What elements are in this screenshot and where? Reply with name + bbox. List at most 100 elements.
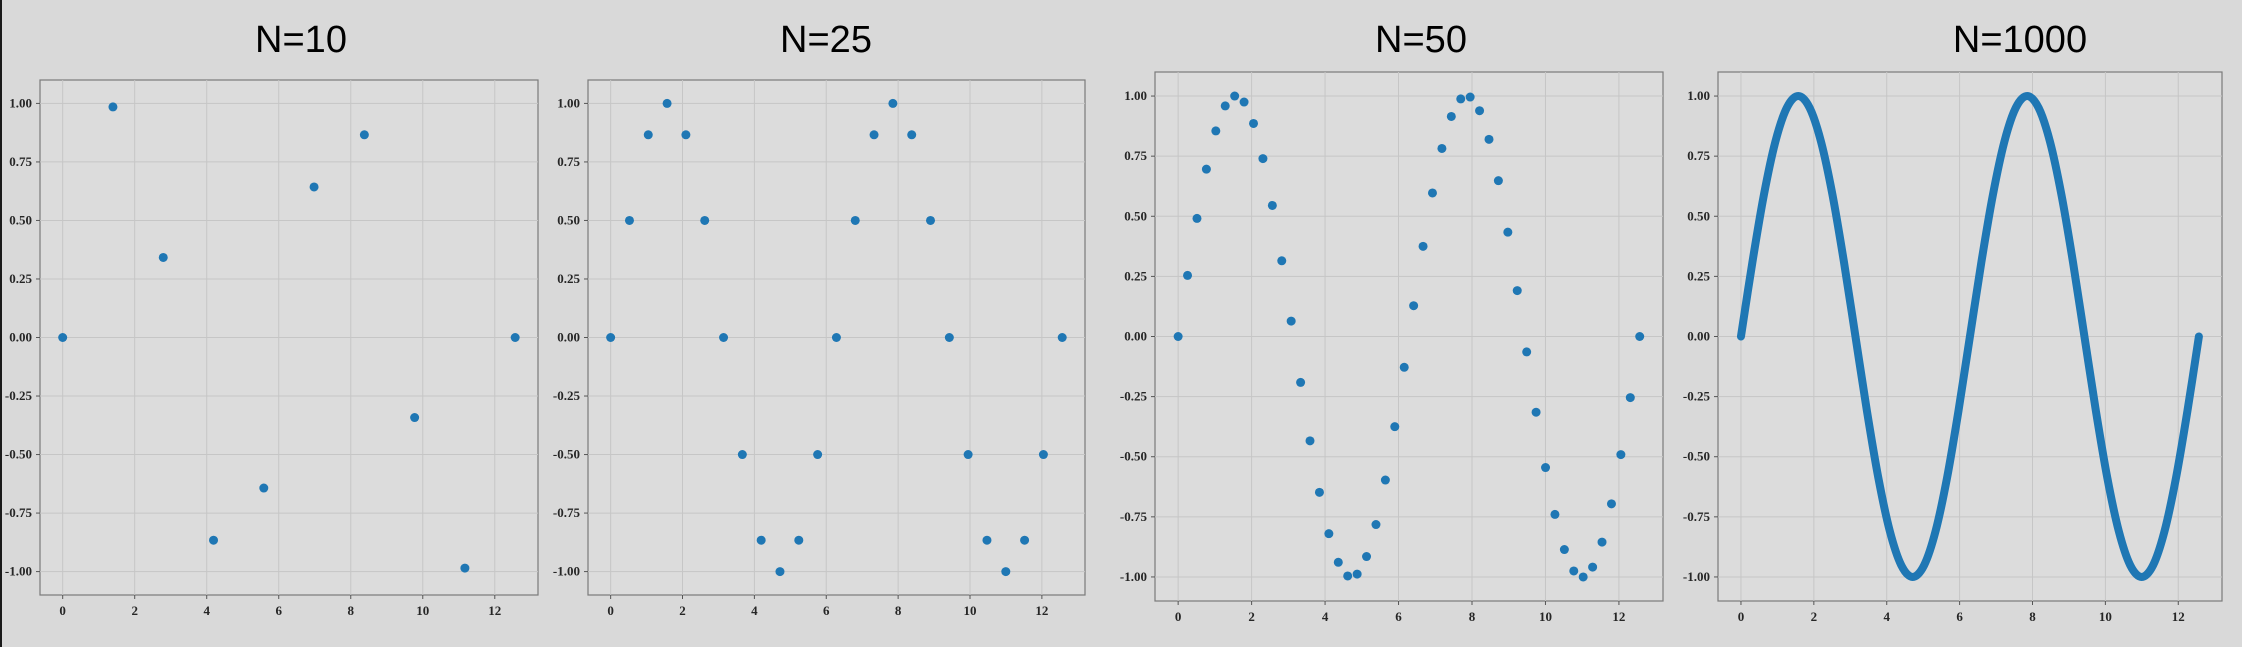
data-point [737, 450, 747, 460]
x-tick-label: 10 [2099, 609, 2112, 624]
data-point [1362, 552, 1372, 562]
data-point [1352, 569, 1362, 579]
data-point [1578, 572, 1588, 582]
data-point [794, 535, 804, 545]
y-tick-label: -0.50 [5, 447, 32, 462]
data-point [1512, 286, 1522, 296]
x-tick-label: 10 [1539, 609, 1552, 624]
data-point [1427, 188, 1437, 198]
y-tick-label: -1.00 [5, 564, 32, 579]
y-tick-label: 0.00 [9, 330, 32, 345]
data-point [1333, 557, 1343, 567]
data-point [1531, 407, 1541, 417]
data-point [963, 450, 973, 460]
data-point [1559, 545, 1569, 555]
data-point [907, 130, 917, 140]
data-point [700, 215, 710, 225]
x-tick-label: 4 [1883, 609, 1890, 624]
y-tick-label: -0.75 [1120, 509, 1148, 524]
y-tick-label: 0.00 [1124, 329, 1147, 344]
data-point [1286, 316, 1296, 326]
data-point [1173, 332, 1183, 341]
data-point [831, 333, 841, 342]
series-line [1736, 92, 2203, 581]
data-point [1465, 92, 1475, 102]
panel-4: N=1000 0 2 4 6 8 10 12 -1.00 -0.75 -0.50 -0.25 0.00 0… [1683, 19, 2223, 624]
x-tick-label: 8 [348, 603, 355, 618]
data-point [1616, 450, 1626, 460]
y-tick-label: 1.00 [9, 95, 32, 110]
x-tick-label: 8 [895, 603, 902, 618]
data-point [1201, 164, 1211, 174]
y-tick-label: -0.50 [1120, 449, 1147, 464]
y-tick-label: -0.75 [5, 505, 33, 520]
y-tick-label: 0.50 [557, 212, 580, 227]
data-point [1409, 301, 1419, 311]
data-point [1258, 154, 1268, 164]
panel-title: N=10 [255, 19, 347, 61]
y-tick-label: -0.75 [553, 505, 581, 520]
data-point [944, 333, 954, 342]
panel-3: N=50 0 2 4 6 8 10 12 -1.00 -0.75 -0.50 -0.25 0.00 0.2… [1120, 19, 1664, 624]
data-point [606, 333, 616, 342]
x-tick-label: 12 [2172, 609, 2185, 624]
y-tick-label: 0.00 [1687, 329, 1710, 344]
data-point [662, 98, 672, 108]
y-tick-label: 0.75 [1687, 148, 1710, 163]
x-tick-label: 4 [751, 603, 758, 618]
x-tick-label: 6 [823, 603, 830, 618]
x-tick-label: 4 [1322, 609, 1329, 624]
x-tick-label: 2 [1811, 609, 1818, 624]
y-tick-label: 0.75 [1124, 148, 1147, 163]
y-tick-label: -0.25 [1120, 389, 1148, 404]
panel-title: N=25 [780, 19, 872, 61]
window-left-edge [0, 0, 2, 647]
data-point [1597, 537, 1607, 547]
data-point [1541, 463, 1551, 473]
data-point [756, 535, 766, 545]
data-point [1475, 106, 1485, 116]
data-point [1418, 241, 1428, 251]
y-tick-label: -1.00 [1683, 569, 1710, 584]
x-tick-label: 6 [1395, 609, 1402, 624]
x-tick-label: 6 [275, 603, 282, 618]
data-point [359, 130, 369, 140]
x-tick-label: 10 [416, 603, 429, 618]
y-tick-label: 0.25 [1687, 268, 1710, 283]
data-point [1380, 475, 1390, 485]
data-point [1343, 571, 1353, 581]
x-tick-label: 10 [964, 603, 977, 618]
data-point [1038, 450, 1048, 460]
x-tick-label: 0 [1175, 609, 1182, 624]
panel-1: N=10 0 2 4 6 8 10 12 -1.00 -0.75 -0.50 -0.25 0.00 0.2… [5, 19, 539, 618]
x-tick-label: 2 [1248, 609, 1255, 624]
data-point [982, 535, 992, 545]
data-point [1456, 94, 1466, 104]
y-tick-label: -0.75 [1683, 509, 1711, 524]
x-tick-label: 2 [679, 603, 686, 618]
y-tick-label: 0.25 [1124, 268, 1147, 283]
y-tick-label: -0.50 [553, 447, 580, 462]
data-point [510, 333, 520, 342]
data-point [1606, 499, 1616, 509]
data-point [850, 215, 860, 225]
x-tick-label: 0 [59, 603, 66, 618]
y-tick-label: 0.25 [9, 271, 32, 286]
x-tick-label: 4 [203, 603, 210, 618]
data-point [719, 333, 729, 342]
data-point [309, 182, 319, 192]
data-point [209, 535, 219, 545]
data-point [1324, 529, 1334, 539]
data-point [1230, 91, 1240, 101]
x-tick-label: 0 [1738, 609, 1745, 624]
y-tick-label: -0.25 [5, 388, 33, 403]
data-point [813, 450, 823, 460]
data-point [1371, 520, 1381, 530]
data-point [775, 567, 785, 577]
data-point [158, 252, 168, 262]
data-point [1020, 535, 1030, 545]
data-point [1249, 118, 1259, 128]
y-tick-label: 0.50 [1687, 208, 1710, 223]
data-point [1484, 134, 1494, 144]
data-point [1305, 436, 1315, 446]
